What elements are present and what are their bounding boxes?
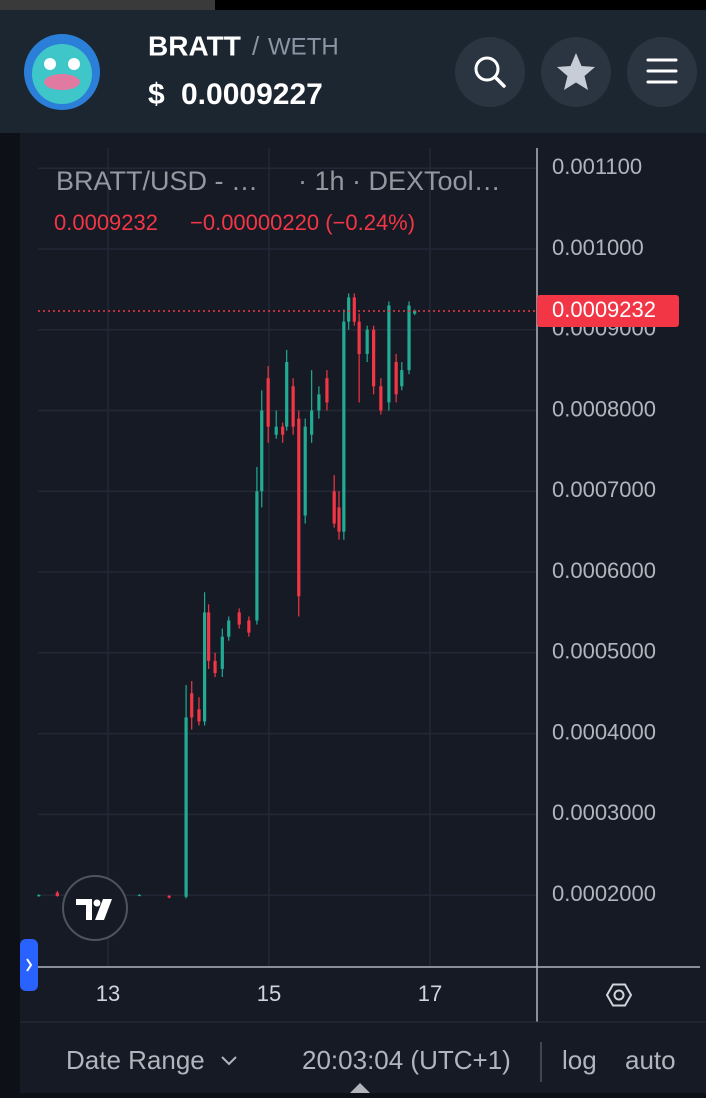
candle-body — [213, 660, 217, 673]
candle-body — [190, 693, 194, 718]
candle-body — [260, 410, 264, 492]
y-tick-label: 0.001000 — [552, 235, 644, 260]
avatar-mouth — [44, 74, 80, 90]
legend-change: −0.00000220 (−0.24%) — [190, 210, 415, 235]
logo-dot — [93, 899, 101, 907]
search-button[interactable] — [455, 37, 525, 107]
logo-mark — [76, 899, 112, 920]
timezone[interactable]: 20:03:04 (UTC+1) — [302, 1045, 511, 1075]
settings-icon — [613, 989, 625, 1001]
quote-token: WETH — [268, 33, 339, 60]
timezone-caret — [350, 1083, 370, 1093]
button-bg — [455, 37, 525, 107]
last-price-label: 0.0009232 — [552, 297, 656, 322]
candle-body — [310, 410, 314, 435]
candle-body — [365, 329, 369, 354]
side-tab-arrow — [26, 958, 33, 972]
candle-body — [184, 717, 188, 897]
auto-toggle[interactable]: auto — [625, 1045, 676, 1075]
x-tick-label: 17 — [418, 981, 442, 1006]
settings-icon — [605, 983, 633, 1007]
candle-body — [55, 892, 59, 896]
candle-body — [255, 491, 259, 621]
candle-body — [303, 426, 307, 516]
logo-ring — [62, 875, 128, 941]
candle-body — [332, 491, 336, 524]
candle-body — [357, 321, 361, 354]
search-icon — [474, 56, 500, 82]
candle-body — [400, 370, 404, 387]
price: 0.0009227 — [181, 78, 323, 111]
candle-body — [197, 709, 201, 722]
log-toggle[interactable]: log — [562, 1045, 597, 1075]
candle-body — [413, 310, 417, 314]
date-range-chevron — [221, 1056, 237, 1066]
y-tick-label: 0.0005000 — [552, 639, 656, 664]
candle-body — [352, 297, 356, 322]
candle-body — [266, 378, 270, 427]
y-tick-label: 0.0006000 — [552, 558, 656, 583]
candle-body — [281, 426, 285, 435]
candle-body — [347, 297, 351, 322]
status-strip — [0, 0, 706, 10]
side-tab[interactable] — [20, 939, 38, 991]
candle-body — [372, 329, 376, 387]
legend-symbol: BRATT/USD - … — [56, 166, 258, 196]
y-tick-label: 0.0004000 — [552, 719, 656, 744]
pair-separator: / — [252, 31, 260, 61]
candle-body — [37, 895, 41, 897]
x-tick-label: 13 — [96, 981, 120, 1006]
star-icon — [557, 53, 595, 90]
legend-source: · 1h · DEXTool… — [298, 166, 501, 196]
legend-last: 0.0009232 — [54, 210, 158, 235]
candle-body — [203, 612, 207, 722]
candle-body — [394, 362, 398, 395]
candle-body — [297, 418, 301, 597]
candle-body — [207, 612, 211, 661]
status-strip-left — [0, 0, 215, 10]
token-avatar[interactable] — [24, 34, 100, 110]
candle-body — [317, 394, 321, 411]
favorite-button[interactable] — [541, 37, 611, 107]
date-range-button[interactable]: Date Range — [66, 1045, 205, 1075]
candle-body — [325, 378, 329, 403]
candle-body — [227, 620, 231, 637]
candle-body — [342, 321, 346, 532]
candle-body — [407, 305, 411, 371]
currency: $ — [148, 78, 165, 111]
avatar-eye — [44, 58, 56, 70]
base-token: BRATT — [148, 30, 241, 61]
side-tab-bg — [20, 939, 38, 991]
candle-body — [387, 305, 391, 403]
candle-body — [237, 612, 241, 625]
candle-body — [337, 507, 341, 532]
chart-panel — [20, 133, 706, 1093]
candle-body — [274, 426, 278, 435]
plot — [37, 148, 537, 967]
last-price-badge — [537, 294, 679, 327]
y-tick-label: 0.0002000 — [552, 881, 656, 906]
y-tick-label: 0.001100 — [552, 154, 642, 179]
candle-body — [291, 386, 295, 427]
search-icon — [493, 75, 506, 88]
avatar-eye — [68, 58, 80, 70]
y-tick-label: 0.0007000 — [552, 477, 656, 502]
tradingview-logo[interactable] — [62, 875, 128, 941]
y-tick-label: 0.0003000 — [552, 800, 656, 825]
y-tick-label: 0.0008000 — [552, 396, 656, 421]
x-tick-label: 15 — [257, 981, 281, 1006]
candle-body — [220, 636, 224, 669]
candle-body — [285, 362, 289, 427]
settings-button[interactable] — [605, 983, 633, 1007]
menu-button[interactable] — [627, 37, 697, 107]
candle-body — [137, 895, 142, 897]
candle-body — [247, 620, 251, 633]
candle-body — [379, 386, 383, 411]
candle-body — [167, 895, 171, 898]
